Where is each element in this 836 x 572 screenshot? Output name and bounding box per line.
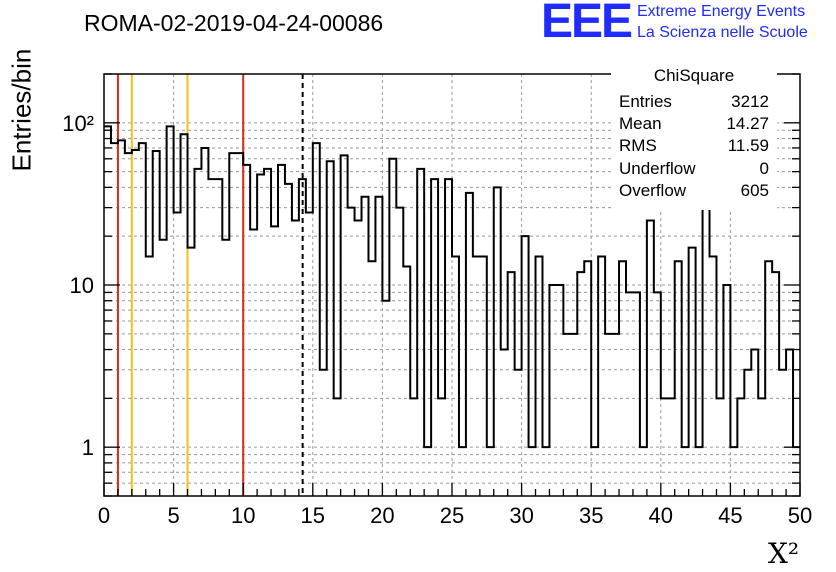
axis-ticks xyxy=(103,73,801,497)
y-axis-label: Entries/bin xyxy=(6,48,37,172)
stats-value: 14.27 xyxy=(726,114,769,133)
histogram-series xyxy=(104,125,800,449)
x-tick-label: 25 xyxy=(440,503,464,528)
x-tick-label: 15 xyxy=(301,503,325,528)
x-tick-label: 50 xyxy=(788,503,812,528)
stats-value: 3212 xyxy=(731,92,769,111)
stats-row-overflow: Overflow 605 xyxy=(619,181,769,201)
x-tick-label: 30 xyxy=(509,503,533,528)
stats-box: ChiSquare Entries 3212 Mean 14.27 RMS 11.59… xyxy=(611,66,777,210)
stats-label: Underflow xyxy=(619,159,696,178)
x-tick-label: 20 xyxy=(370,503,394,528)
stats-label: Overflow xyxy=(619,181,687,200)
stats-row-underflow: Underflow 0 xyxy=(619,159,769,179)
x-tick-label: 10 xyxy=(231,503,255,528)
stats-label: Entries xyxy=(619,92,672,111)
eee-logo: EEE xyxy=(541,0,633,48)
stats-row-entries: Entries 3212 xyxy=(619,92,769,112)
grid-lines xyxy=(103,73,801,497)
y-tick-label: 10² xyxy=(62,111,94,136)
y-tick-label: 10 xyxy=(70,273,94,298)
x-tick-label: 35 xyxy=(579,503,603,528)
reference-lines xyxy=(116,74,304,496)
x-tick-label: 5 xyxy=(167,503,179,528)
chart-title: ROMA-02-2019-04-24-00086 xyxy=(84,10,384,36)
stats-label: Mean xyxy=(619,114,662,133)
x-tick-label: 0 xyxy=(98,503,110,528)
stats-value: 605 xyxy=(740,181,769,200)
logo-subtitle-1: Extreme Energy Events xyxy=(637,3,806,20)
x-tick-label: 40 xyxy=(649,503,673,528)
stats-label: RMS xyxy=(619,136,657,155)
stats-value: 0 xyxy=(759,159,769,178)
x-axis-label: X² xyxy=(768,537,800,570)
x-tick-label: 45 xyxy=(718,503,742,528)
axis-tick-labels: 0 5 10 15 20 25 30 35 40 45 50 1 10 10² xyxy=(62,111,812,528)
y-tick-label: 1 xyxy=(82,435,94,460)
stats-value: 11.59 xyxy=(727,136,769,155)
stats-title: ChiSquare xyxy=(653,66,735,85)
stats-row-mean: Mean 14.27 xyxy=(619,114,769,134)
stats-row-rms: RMS 11.59 xyxy=(619,136,769,156)
logo-subtitle-2: La Scienza nelle Scuole xyxy=(637,24,808,41)
